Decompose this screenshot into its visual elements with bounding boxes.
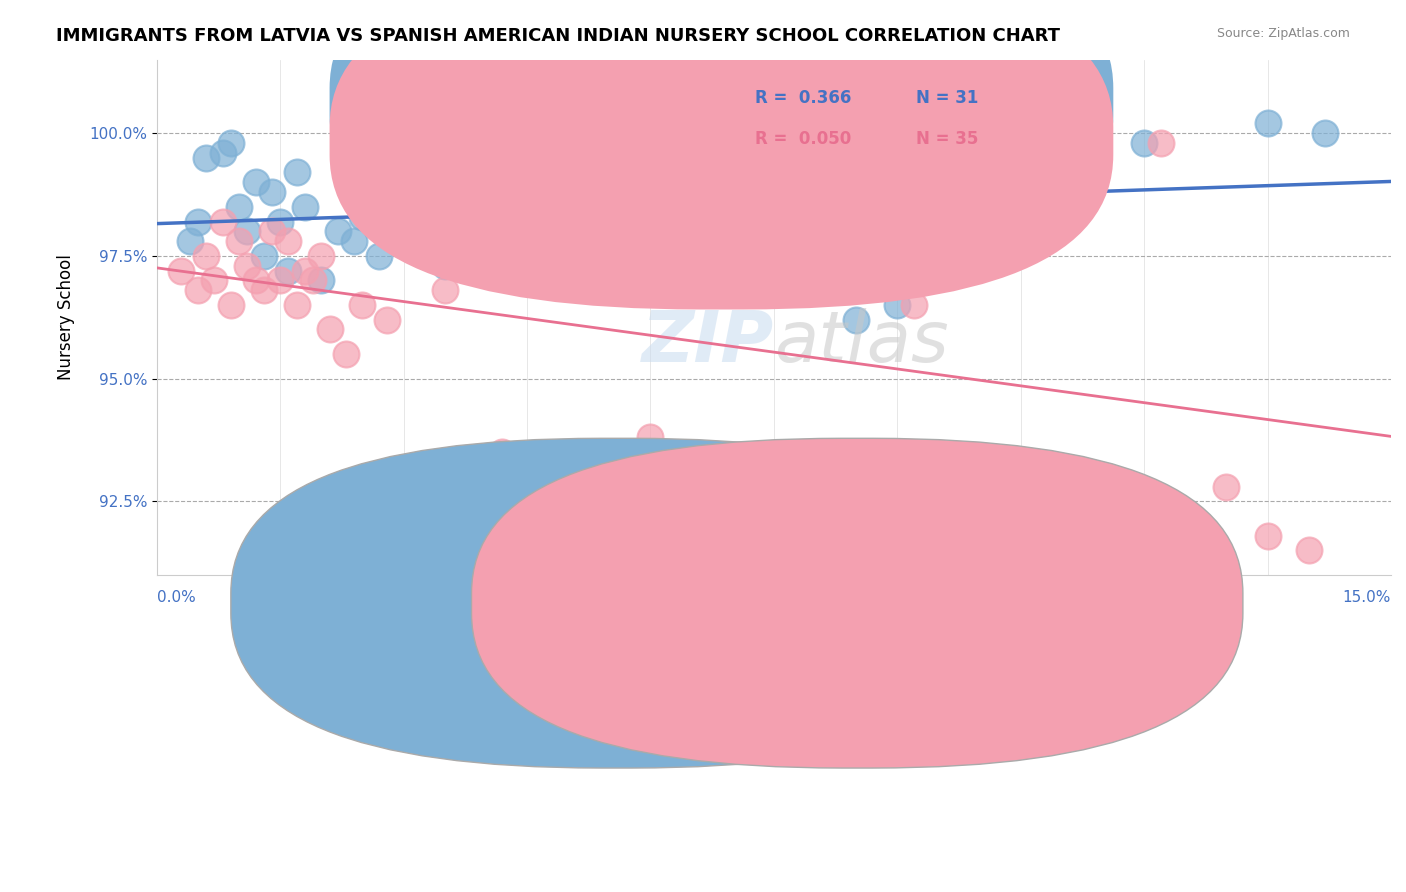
Point — [598, 494, 620, 508]
Point — [260, 224, 283, 238]
Point — [516, 185, 538, 199]
Point — [236, 224, 259, 238]
Point — [1315, 126, 1337, 140]
Point — [969, 249, 991, 263]
Text: IMMIGRANTS FROM LATVIA VS SPANISH AMERICAN INDIAN NURSERY SCHOOL CORRELATION CHA: IMMIGRANTS FROM LATVIA VS SPANISH AMERIC… — [56, 27, 1060, 45]
Point — [433, 283, 456, 297]
Point — [1257, 116, 1279, 130]
Text: N = 31: N = 31 — [915, 89, 979, 107]
Point — [1133, 136, 1156, 150]
Point — [285, 165, 308, 179]
FancyBboxPatch shape — [329, 0, 1114, 271]
FancyBboxPatch shape — [675, 90, 1046, 183]
FancyBboxPatch shape — [231, 438, 1002, 768]
Y-axis label: Nursery School: Nursery School — [58, 254, 75, 380]
Point — [804, 249, 827, 263]
Point — [886, 298, 908, 312]
Text: Immigrants from Latvia: Immigrants from Latvia — [685, 606, 863, 621]
Text: Source: ZipAtlas.com: Source: ZipAtlas.com — [1216, 27, 1350, 40]
Point — [228, 200, 250, 214]
Point — [903, 298, 925, 312]
Text: 15.0%: 15.0% — [1343, 590, 1391, 605]
Point — [820, 234, 842, 248]
Point — [787, 185, 810, 199]
Point — [228, 234, 250, 248]
Text: R =  0.050: R = 0.050 — [755, 130, 852, 148]
Point — [211, 214, 233, 228]
Point — [236, 259, 259, 273]
Point — [170, 263, 193, 277]
Point — [1215, 479, 1237, 493]
Point — [335, 347, 357, 361]
Point — [195, 151, 218, 165]
Point — [219, 298, 242, 312]
Point — [433, 259, 456, 273]
Point — [845, 234, 868, 248]
Text: ZIP: ZIP — [641, 309, 773, 377]
Text: 0.0%: 0.0% — [157, 590, 195, 605]
Point — [409, 224, 432, 238]
Point — [187, 283, 209, 297]
Point — [318, 322, 340, 336]
Point — [195, 249, 218, 263]
Point — [253, 283, 276, 297]
Point — [375, 312, 398, 326]
Point — [245, 175, 267, 189]
Point — [1149, 136, 1171, 150]
Text: Spanish American Indians: Spanish American Indians — [860, 606, 1059, 621]
FancyBboxPatch shape — [329, 0, 1114, 310]
Point — [311, 249, 333, 263]
Point — [1298, 543, 1320, 558]
Point — [302, 273, 325, 287]
Point — [491, 445, 513, 459]
Text: R =  0.366: R = 0.366 — [755, 89, 852, 107]
Point — [202, 273, 225, 287]
FancyBboxPatch shape — [471, 438, 1243, 768]
Point — [1257, 528, 1279, 542]
Point — [491, 200, 513, 214]
Point — [311, 273, 333, 287]
Point — [277, 234, 299, 248]
Point — [179, 234, 201, 248]
Point — [294, 263, 316, 277]
Point — [245, 273, 267, 287]
Point — [269, 214, 291, 228]
Point — [343, 234, 366, 248]
Text: atlas: atlas — [773, 309, 949, 377]
Point — [655, 459, 678, 474]
Point — [253, 249, 276, 263]
Point — [294, 200, 316, 214]
Point — [211, 145, 233, 160]
Point — [845, 312, 868, 326]
Point — [219, 136, 242, 150]
Point — [285, 298, 308, 312]
Text: N = 35: N = 35 — [915, 130, 979, 148]
Point — [187, 214, 209, 228]
Point — [352, 210, 374, 224]
Point — [640, 430, 662, 444]
Point — [260, 185, 283, 199]
Point — [269, 273, 291, 287]
Point — [326, 224, 349, 238]
Point — [458, 214, 481, 228]
Point — [368, 249, 391, 263]
Point — [352, 298, 374, 312]
Point — [762, 151, 785, 165]
Point — [277, 263, 299, 277]
